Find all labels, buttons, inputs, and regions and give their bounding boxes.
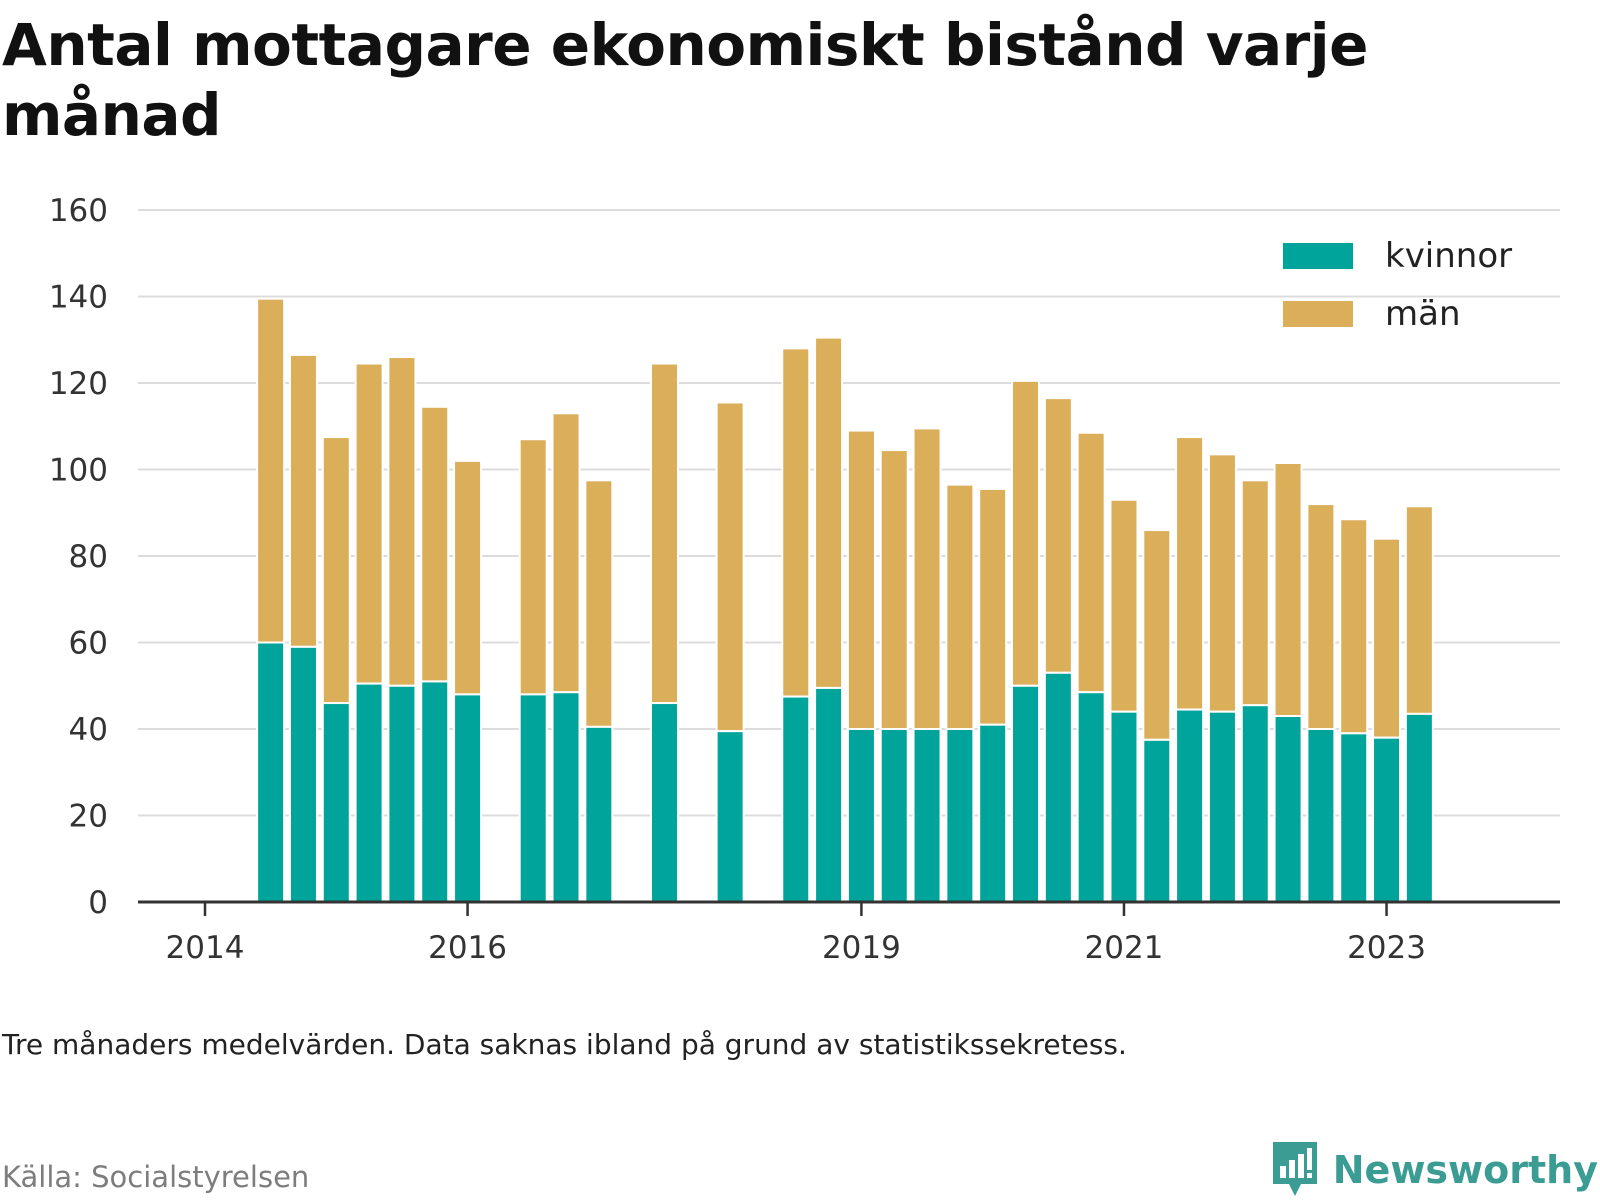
bar-kvinnor <box>518 693 548 904</box>
brand-name: Newsworthy <box>1332 1148 1598 1192</box>
bar-kvinnor <box>453 693 483 904</box>
bar-man <box>1011 379 1041 687</box>
bar-man <box>256 297 286 644</box>
bar-kvinnor <box>387 684 417 903</box>
x-tick-label: 2021 <box>1085 930 1164 966</box>
bar-man <box>1207 453 1237 713</box>
bar-man <box>518 438 548 696</box>
legend-label-kvinnor: kvinnor <box>1385 236 1512 276</box>
bar-man <box>551 412 581 694</box>
bar-man <box>781 347 811 698</box>
bar-man <box>420 405 450 683</box>
bar-man <box>354 362 384 685</box>
y-tick-label: 0 <box>88 885 108 921</box>
bar-man <box>879 449 909 730</box>
bar-kvinnor <box>1076 691 1106 903</box>
bar-man <box>945 483 975 731</box>
legend: kvinnor män <box>1230 236 1512 334</box>
axes: 2014 2016 2019 2021 2023 <box>138 900 1560 966</box>
bar-kvinnor <box>1043 671 1073 903</box>
bar-man <box>1404 505 1434 715</box>
bar-man <box>1273 462 1303 718</box>
footnote: Tre månaders medelvärden. Data saknas ib… <box>2 1028 1127 1061</box>
bar-kvinnor <box>321 702 351 903</box>
bar-man <box>1175 436 1205 711</box>
bar-kvinnor <box>879 728 909 903</box>
bar-man <box>1142 529 1172 741</box>
bar-kvinnor <box>912 728 942 903</box>
bar-man <box>1076 431 1106 694</box>
y-tick-label: 140 <box>49 280 108 316</box>
source-credit: Källa: Socialstyrelsen <box>2 1160 310 1194</box>
legend-swatch-man <box>1283 301 1353 327</box>
bar-kvinnor <box>1240 704 1270 904</box>
bar-kvinnor <box>846 728 876 903</box>
bar-kvinnor <box>978 723 1008 903</box>
bar-man <box>649 362 679 705</box>
y-tick-label: 120 <box>49 366 108 402</box>
bar-kvinnor <box>288 645 318 904</box>
bar-kvinnor <box>1339 732 1369 904</box>
bar-kvinnor <box>1109 710 1139 904</box>
chart-title: Antal mottagare ekonomiskt bistånd varje… <box>2 11 1369 149</box>
y-tick-label: 20 <box>69 799 108 835</box>
bar-man <box>814 336 844 689</box>
bar-man <box>1043 397 1073 674</box>
bar-kvinnor <box>420 680 450 903</box>
bar-kvinnor <box>649 702 679 903</box>
bar-man <box>288 353 318 648</box>
bar-man <box>1109 498 1139 713</box>
bar-man <box>584 479 614 728</box>
x-tick-label: 2023 <box>1347 930 1426 966</box>
bar-man <box>846 429 876 730</box>
bar-man <box>978 487 1008 726</box>
legend-label-man: män <box>1385 294 1461 334</box>
y-tick-label: 100 <box>49 453 108 489</box>
x-tick-label: 2014 <box>166 930 245 966</box>
bar-man <box>387 356 417 687</box>
bar-kvinnor <box>1011 684 1041 903</box>
bar-man <box>1240 479 1270 707</box>
bar-kvinnor <box>1207 710 1237 904</box>
bar-kvinnor <box>781 695 811 903</box>
bar-kvinnor <box>1273 715 1303 904</box>
legend-gap <box>1230 270 1505 290</box>
brand-logo: Newsworthy <box>1269 1138 1598 1202</box>
y-tick-label: 80 <box>69 539 108 575</box>
bar-kvinnor <box>551 691 581 903</box>
bar-kvinnor <box>256 641 286 903</box>
bar-man <box>321 436 351 705</box>
bar-man <box>715 401 745 733</box>
bar-kvinnor <box>814 686 844 903</box>
x-tick-label: 2016 <box>428 930 507 966</box>
bar-kvinnor <box>945 728 975 903</box>
bar-man <box>1306 503 1336 730</box>
bar-man <box>1339 518 1369 735</box>
bar-man <box>453 459 483 696</box>
y-tick-label: 60 <box>69 626 108 662</box>
bars <box>256 297 1434 904</box>
x-tick-label: 2019 <box>822 930 901 966</box>
bar-kvinnor <box>584 725 614 904</box>
bar-kvinnor <box>1372 736 1402 904</box>
bar-kvinnor <box>1404 712 1434 903</box>
y-tick-label: 160 <box>49 193 108 229</box>
bar-man <box>912 427 942 730</box>
bar-kvinnor <box>1175 708 1205 903</box>
bar-man <box>1372 537 1402 739</box>
newsworthy-logo-icon <box>1272 1142 1317 1196</box>
bar-kvinnor <box>715 730 745 903</box>
y-tick-label: 40 <box>69 712 108 748</box>
legend-swatch-kvinnor <box>1283 243 1353 269</box>
bar-kvinnor <box>1306 728 1336 903</box>
bar-kvinnor <box>1142 738 1172 903</box>
bar-kvinnor <box>354 682 384 903</box>
